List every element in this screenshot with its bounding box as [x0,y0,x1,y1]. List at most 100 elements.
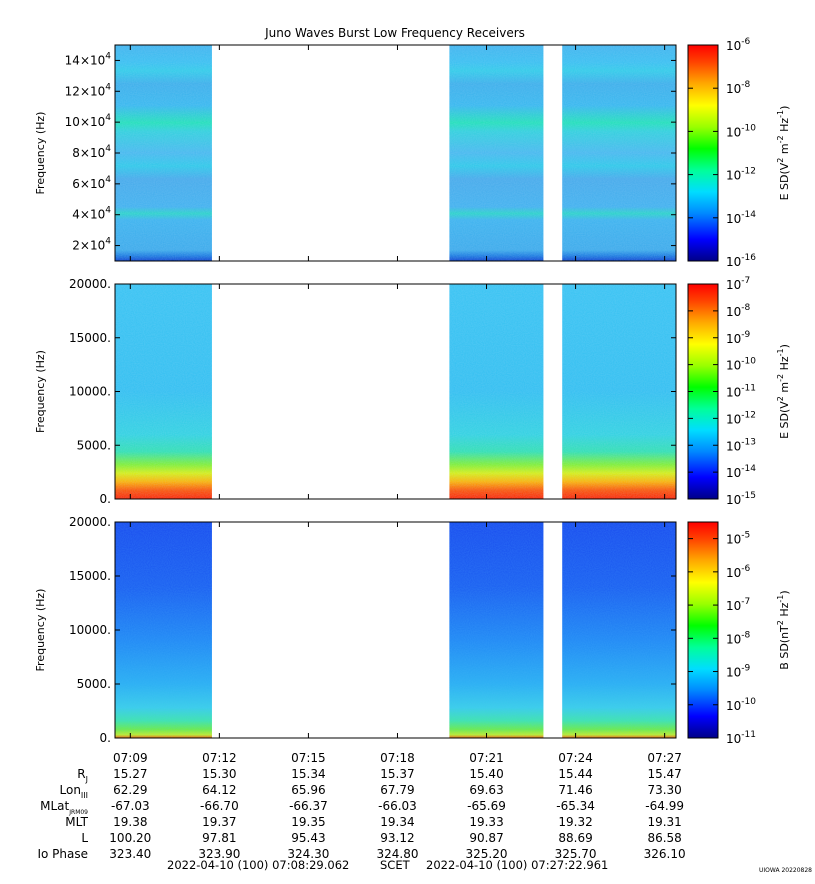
ephemeris-row-label: MLT [65,815,88,829]
colorbar-tick-label: 10-14 [726,210,756,226]
spectrogram-texture [562,284,676,499]
chart-title: Juno Waves Burst Low Frequency Receivers [264,26,525,40]
x-tick-label: 07:12 [202,751,237,765]
ephemeris-value: 19.38 [113,815,147,829]
ephemeris-value: 15.37 [380,767,414,781]
ephemeris-value: 323.40 [109,847,151,861]
colorbar-label: E SD(V2 m-2 Hz-1) [776,106,791,201]
ephemeris-value: 19.33 [469,815,503,829]
ephemeris-value: 95.43 [291,831,325,845]
spectrogram-panel-3: 0. 5000. 10000. 15000. 20000. Frequency (Hz) 1… [34,515,791,746]
colorbar-tick-label: 10-9 [726,664,751,680]
y-tick-label: 2×104 [72,237,111,253]
y-tick-label: 15000. [69,569,111,583]
colorbar-tick-label: 10-13 [726,437,756,453]
ephemeris-value: 93.12 [380,831,414,845]
ephemeris-value: 15.27 [113,767,147,781]
colorbar-tick-label: 10-8 [726,303,751,319]
colorbar [687,521,719,739]
colorbar-tick-label: 10-5 [726,531,750,547]
colorbar-tick-label: 10-11 [726,730,756,746]
spectrogram-texture [114,45,212,261]
ephemeris-row-label: LonIII [60,783,89,800]
y-axis-label: Frequency (Hz) [34,350,47,433]
colorbar-tick-label: 10-10 [726,357,756,373]
ephemeris-value: 100.20 [109,831,151,845]
colorbar-tick-label: 10-6 [726,564,751,580]
spectrogram-panel-2: 0. 5000. 10000. 15000. 20000. Frequency (Hz) 1… [34,276,791,507]
ephemeris-value: 19.35 [291,815,325,829]
spectrogram-texture [114,284,212,499]
ephemeris-row-label: RJ [77,767,88,784]
footer-end-time: 2022-04-10 (100) 07:27:22.961 [426,858,608,872]
y-tick-label: 10×104 [65,113,112,129]
y-tick-label: 0. [100,492,111,506]
y-axis-label: Frequency (Hz) [34,589,47,672]
x-tick-label: 07:09 [113,751,148,765]
ephemeris-value: -66.70 [200,799,239,813]
y-tick-label: 15000. [69,331,111,345]
spectrogram-panels: 2×104 4×104 6×104 8×104 10×104 12×104 14×104 Fr… [34,37,791,746]
spectrogram-texture [562,522,676,738]
colorbar-tick-label: 10-6 [726,37,751,53]
ephemeris-value: 324.80 [376,847,418,861]
colorbar-tick-label: 10-10 [726,123,756,139]
ephemeris-value: 67.79 [380,783,414,797]
colorbar-label: E SD(V2 m-2 Hz-1) [776,344,791,439]
colorbar-tick-label: 10-8 [726,630,751,646]
y-tick-label: 20000. [69,277,111,291]
ephemeris-value: 88.69 [558,831,592,845]
ephemeris-value: 15.40 [469,767,503,781]
ephemeris-value: 15.47 [647,767,681,781]
y-tick-label: 4×104 [72,206,111,222]
y-tick-label: 14×104 [65,51,112,67]
y-tick-label: 8×104 [72,144,111,160]
ephemeris-value: 73.30 [647,783,681,797]
y-tick-label: 5000. [77,438,111,452]
x-tick-label: 07:21 [469,751,504,765]
time-axis: 07:09 07:12 07:15 07:18 07:21 07:24 07:27 [113,751,682,765]
ephemeris-value: -66.37 [289,799,328,813]
ephemeris-row-label: Io Phase [37,847,88,861]
ephemeris-row-label: MLatJRM09 [40,799,88,816]
ephemeris-value: 15.30 [202,767,236,781]
ephemeris-value: 64.12 [202,783,236,797]
credit-label: UIOWA 20220828 [759,867,812,874]
ephemeris-value: 97.81 [202,831,236,845]
ephemeris-table: RJ 15.27 15.30 15.34 15.37 15.40 15.44 15.47 Lon… [37,767,685,861]
ephemeris-value: 325.70 [555,847,597,861]
colorbar-tick-label: 10-8 [726,80,751,96]
y-tick-label: 12×104 [65,82,112,98]
ephemeris-value: 86.58 [647,831,681,845]
ephemeris-value: 324.30 [287,847,329,861]
spectrogram-texture [114,522,212,738]
ephemeris-value: 19.32 [558,815,592,829]
ephemeris-value: 69.63 [469,783,503,797]
ephemeris-value: 65.96 [291,783,325,797]
y-tick-label: 10000. [69,623,111,637]
y-tick-label: 5000. [77,677,111,691]
y-tick-label: 6×104 [72,175,111,191]
colorbar-tick-label: 10-14 [726,464,756,480]
y-tick-label: 0. [100,731,111,745]
colorbar-tick-label: 10-7 [726,597,750,613]
x-tick-label: 07:15 [291,751,326,765]
ephemeris-value: 19.37 [202,815,236,829]
colorbar-tick-label: 10-7 [726,276,750,292]
colorbar [687,44,719,262]
ephemeris-value: -67.03 [111,799,150,813]
ephemeris-value: -65.34 [556,799,595,813]
ephemeris-value: -66.03 [378,799,417,813]
x-tick-label: 07:24 [558,751,593,765]
footer-scet-label: SCET [380,858,411,872]
spectrogram-texture [562,45,676,261]
ephemeris-value: 326.10 [644,847,686,861]
ephemeris-value: 325.20 [466,847,508,861]
y-tick-label: 20000. [69,515,111,529]
ephemeris-value: 19.31 [647,815,681,829]
ephemeris-value: 62.29 [113,783,147,797]
colorbar-tick-label: 10-12 [726,167,756,183]
ephemeris-row-label: L [81,831,88,845]
colorbar-tick-label: 10-15 [726,491,756,507]
